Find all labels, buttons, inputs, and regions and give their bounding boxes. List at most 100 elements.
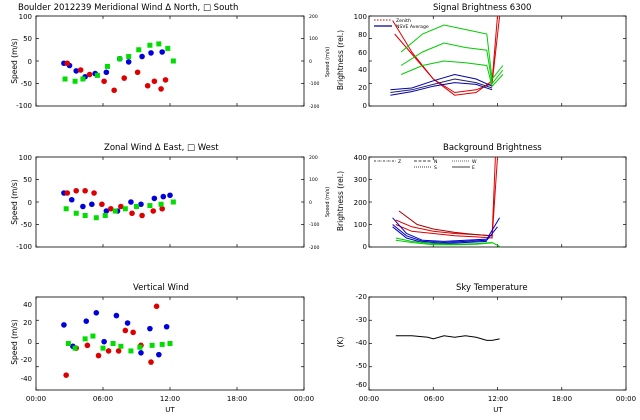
data-point-2-0-7 [138, 201, 144, 208]
series-line-1-7 [390, 78, 493, 93]
data-point-0-1-6 [134, 69, 141, 76]
panel-meridional-rtick-4: -200 [309, 104, 320, 110]
data-point-2-2-9 [158, 201, 164, 207]
data-point-2-0-2 [80, 203, 86, 210]
data-point-2-0-3 [89, 201, 95, 208]
data-point-4-2-2 [82, 336, 88, 342]
data-point-4-2-10 [159, 341, 165, 347]
panel-zonal-ytick-0: 100 [19, 154, 32, 162]
series-line-3-4 [392, 224, 498, 244]
data-point-0-2-4 [104, 63, 110, 69]
panel-skytemp-ylabel: (K) [336, 337, 345, 348]
data-point-4-0-9 [156, 351, 162, 358]
left-xtick-4: 00:00 [294, 395, 314, 403]
data-point-2-1-6 [118, 203, 124, 210]
panel-background-ylabel: Brightness (rel.) [336, 171, 345, 231]
panel-meridional-ylabel: Speed (m/s) [10, 38, 19, 84]
panel-meridional-right-ylabel: Speed (m/s) [325, 47, 331, 77]
data-point-4-1-2 [84, 342, 91, 349]
data-point-4-1-10 [153, 303, 160, 310]
data-point-0-2-1 [72, 78, 78, 84]
data-point-2-0-10 [167, 192, 173, 199]
data-point-0-2-8 [147, 42, 153, 48]
panel-skytemp-ytick-4: -60 [356, 381, 367, 389]
data-point-0-2-6 [126, 54, 132, 59]
chart-marks [35, 15, 627, 391]
panel-signal: Signal Brightness 6300 Brightness (rel.)… [336, 3, 531, 110]
data-point-0-2-3 [94, 72, 100, 78]
left-xaxis-label: UT [165, 406, 175, 414]
data-point-4-1-4 [105, 348, 112, 354]
series-line-3-3 [392, 217, 501, 242]
data-point-2-1-2 [82, 187, 88, 194]
panel-background-ytick-2: 200 [354, 199, 367, 207]
data-point-4-1-6 [122, 327, 129, 334]
panel-meridional: Boulder 2012239 Meridional Wind Δ North,… [10, 3, 331, 110]
data-point-4-2-3 [90, 333, 96, 339]
data-point-0-1-1 [77, 67, 84, 73]
panel-meridional-ytick-0: 100 [19, 13, 32, 21]
data-point-4-0-0 [61, 322, 67, 328]
panel-zonal-rtick-3: -100 [309, 222, 320, 228]
data-point-2-2-5 [112, 208, 118, 214]
panel-skytemp-title: Sky Temperature [456, 283, 528, 293]
data-point-2-0-8 [151, 195, 158, 202]
data-point-4-0-3 [93, 310, 100, 316]
series-line-1-5 [390, 73, 493, 91]
data-point-0-1-5 [121, 75, 128, 81]
data-point-4-2-6 [118, 343, 124, 349]
right-xtick-4: 00:00 [616, 395, 636, 403]
data-point-2-2-4 [102, 213, 108, 218]
panel-signal-ytick-3: 40 [358, 66, 367, 74]
panel-skytemp-ytick-1: -30 [356, 316, 367, 324]
data-point-2-2-10 [170, 199, 176, 205]
data-point-2-2-0 [63, 206, 69, 212]
panel-background-ytick-4: 0 [363, 243, 367, 251]
plot-frame-0 [35, 15, 305, 107]
data-point-0-1-10 [162, 77, 169, 83]
panel-skytemp-ytick-0: -20 [356, 293, 367, 301]
data-point-0-1-0 [64, 60, 71, 67]
data-point-2-1-10 [159, 205, 165, 212]
data-point-0-2-11 [170, 58, 176, 64]
panel-zonal-ytick-2: 0 [28, 199, 32, 207]
panel-signal-ylabel: Brightness (rel.) [336, 30, 345, 90]
plot-frame-5 [368, 296, 627, 391]
left-xtick-0: 00:00 [26, 395, 46, 403]
legend-n-label: N [434, 159, 437, 165]
data-point-2-2-7 [134, 204, 139, 209]
data-point-2-1-4 [99, 201, 105, 208]
legend-zenith-label: Zenith [396, 18, 411, 24]
panel-signal-ytick-0: 100 [354, 13, 367, 21]
data-point-0-0-10 [159, 49, 165, 55]
panel-skytemp-ytick-3: -50 [356, 362, 367, 370]
data-point-2-1-5 [108, 205, 114, 212]
data-point-0-2-9 [156, 41, 162, 47]
data-point-4-2-7 [128, 348, 134, 354]
panel-signal-ytick-4: 20 [358, 84, 367, 92]
data-point-0-1-9 [158, 86, 164, 92]
data-point-0-0-9 [148, 50, 154, 56]
data-point-4-2-1 [72, 345, 78, 351]
data-point-2-1-9 [150, 208, 157, 214]
panel-meridional-ytick-2: 0 [28, 58, 32, 66]
series-line-3-2 [398, 210, 493, 237]
series-line-3-5 [392, 226, 487, 245]
right-xtick-3: 18:00 [552, 395, 572, 403]
legend-s-label: S [434, 165, 437, 171]
panel-background-ytick-3: 100 [354, 221, 367, 229]
data-point-4-2-0 [65, 341, 71, 346]
data-point-2-2-6 [122, 206, 128, 212]
panel-background: Background Brightness Brightness (rel.) … [336, 143, 542, 251]
data-point-2-0-4 [103, 208, 110, 214]
panel-vertical-title: Vertical Wind [133, 283, 189, 293]
panel-zonal-title: Zonal Wind Δ East, □ West [104, 143, 219, 153]
data-point-4-0-10 [163, 323, 170, 330]
panel-meridional-title: Boulder 2012239 Meridional Wind Δ North,… [18, 3, 238, 13]
panel-meridional-rtick-1: 100 [309, 36, 318, 42]
panel-vertical-ytick-1: 20 [23, 319, 32, 327]
panel-background-ytick-1: 300 [354, 176, 367, 184]
legend-w-label: W [472, 159, 477, 165]
data-point-4-2-5 [110, 341, 116, 346]
